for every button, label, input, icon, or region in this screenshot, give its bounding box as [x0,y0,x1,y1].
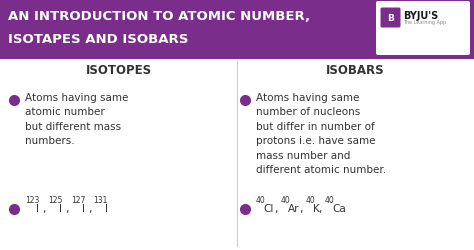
Text: K: K [313,203,319,213]
Text: BYJU'S: BYJU'S [403,11,438,21]
Text: 40: 40 [281,195,291,204]
Text: I: I [82,203,85,213]
Text: 40: 40 [324,195,334,204]
Text: 40: 40 [305,195,315,204]
Text: AN INTRODUCTION TO ATOMIC NUMBER,: AN INTRODUCTION TO ATOMIC NUMBER, [8,10,310,23]
Text: ,: , [88,203,91,213]
Text: I: I [105,203,108,213]
Text: I: I [36,203,39,213]
Text: ,: , [65,203,68,213]
Text: 125: 125 [48,195,62,204]
Text: ,: , [42,203,46,213]
Text: Ca: Ca [332,203,346,213]
Text: ISOTOPES: ISOTOPES [85,64,152,77]
Text: 123: 123 [25,195,39,204]
Text: 127: 127 [71,195,85,204]
Text: B: B [387,14,394,23]
FancyBboxPatch shape [381,8,401,28]
Text: I: I [59,203,62,213]
Text: The Learning App: The Learning App [403,20,446,25]
Text: Atoms having same
atomic number
but different mass
numbers.: Atoms having same atomic number but diff… [25,93,128,146]
FancyBboxPatch shape [376,2,470,56]
Bar [0,0,474,60]
Text: ISOBARS: ISOBARS [326,64,385,77]
Text: 40: 40 [256,195,266,204]
Text: 131: 131 [94,195,108,204]
Text: Atoms having same
number of nucleons
but differ in number of
protons i.e. have s: Atoms having same number of nucleons but… [256,93,386,174]
Text: ,: , [274,203,278,213]
Text: ,: , [319,203,322,213]
Text: Ar: Ar [288,203,300,213]
Text: ISOTAPES AND ISOBARS: ISOTAPES AND ISOBARS [8,33,188,46]
Text: ,: , [299,203,302,213]
Text: Cl: Cl [264,203,274,213]
